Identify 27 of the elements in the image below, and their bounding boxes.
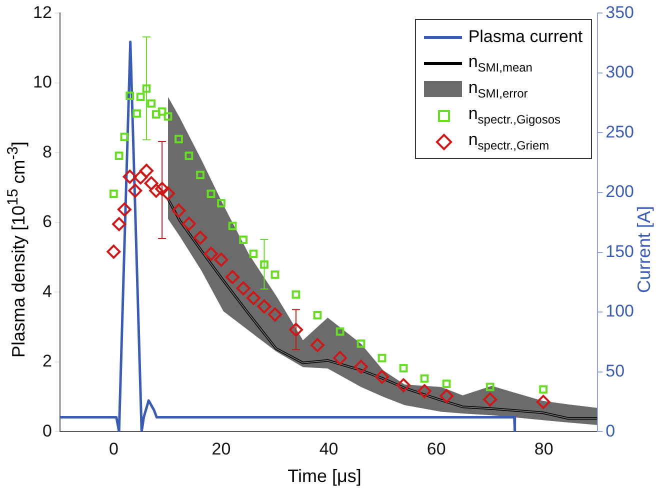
- y-tick-label: 10: [32, 72, 52, 92]
- y2-tick-label: 50: [606, 362, 625, 381]
- y2-tick-label: 150: [606, 242, 634, 261]
- y2-tick-label: 200: [606, 182, 634, 202]
- y-tick-label: 6: [42, 212, 52, 232]
- legend-label: n$_{spectr.,Griem}$: [468, 130, 550, 152]
- x-tick-label: 60: [426, 439, 446, 458]
- y2-tick-label: 350: [606, 2, 634, 22]
- legend-label: n$_{SMI,error}$: [468, 78, 528, 100]
- y-tick-label: 2: [42, 352, 52, 371]
- y2-tick-label: 0: [606, 421, 616, 440]
- y2-tick-label: 300: [606, 62, 634, 82]
- x-tick-label: 40: [319, 439, 338, 458]
- x-tick-label: 0: [108, 439, 118, 458]
- legend-label: n$_{spectr.,Gigosos}$: [468, 104, 560, 126]
- y2-tick-label: 100: [606, 302, 634, 321]
- x-axis-title: Time [μs]: [286, 466, 362, 487]
- y-tick-label: 12: [32, 2, 52, 22]
- legend-label: Plasma current: [468, 27, 583, 48]
- x-tick-label: 80: [534, 439, 554, 458]
- y2-axis-title: Current [A]: [634, 206, 656, 294]
- y2-tick-label: 250: [606, 122, 634, 142]
- y-tick-label: 4: [42, 282, 52, 301]
- legend-label: n$_{SMI,mean}$: [468, 52, 532, 74]
- y-tick-label: 8: [42, 142, 52, 162]
- x-tick-label: 20: [212, 439, 231, 458]
- y-tick-label: 0: [42, 421, 52, 440]
